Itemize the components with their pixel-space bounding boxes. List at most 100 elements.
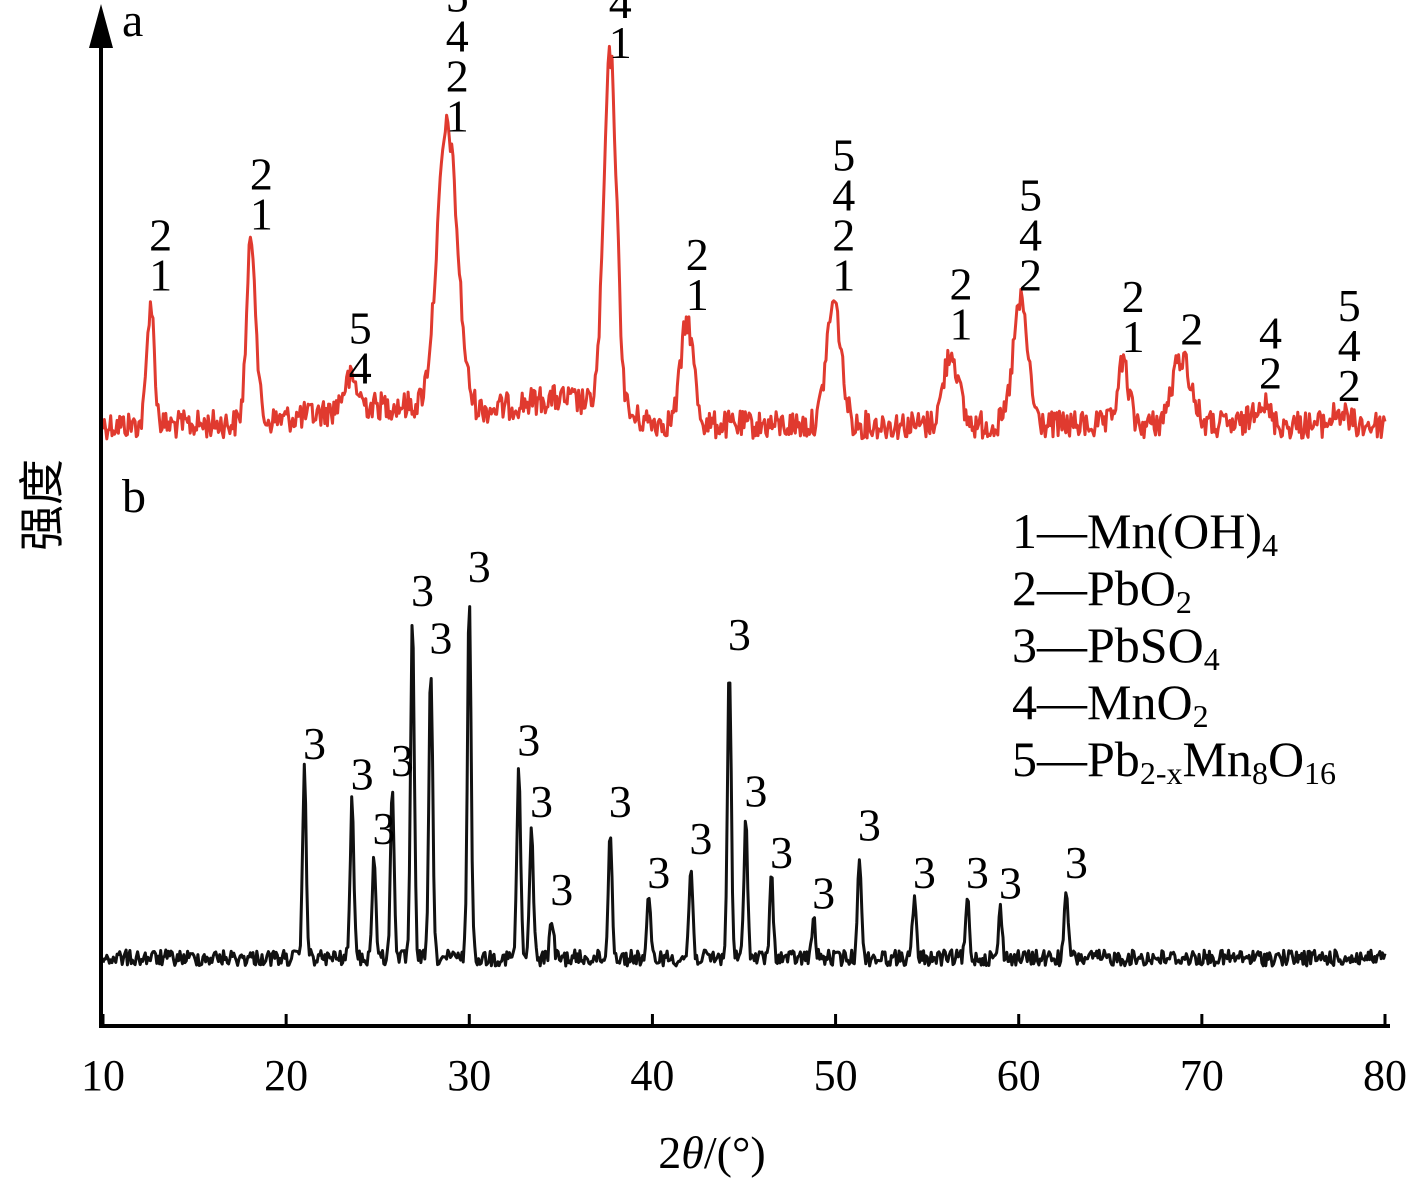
peak-label-a-12-1: 4 xyxy=(1338,320,1361,371)
peak-label-b-11-0: 3 xyxy=(647,847,670,898)
x-tick-label-20: 20 xyxy=(264,1051,308,1100)
peak-label-b-3-0: 3 xyxy=(391,735,414,786)
legend-4-name: MnO xyxy=(1087,674,1193,730)
peak-label-a-10-0: 2 xyxy=(1180,303,1203,354)
peak-label-b-13-0: 3 xyxy=(728,609,751,660)
peak-label-a-3-1: 2 xyxy=(446,50,469,101)
peak-label-b-12-0: 3 xyxy=(689,813,712,864)
series-a-line xyxy=(101,44,1387,441)
peak-label-b-4-0: 3 xyxy=(411,565,434,616)
legend-5-name2: Mn xyxy=(1182,731,1251,787)
legend-3-dash: — xyxy=(1036,617,1088,673)
peak-label-a-1-0: 1 xyxy=(250,188,273,239)
peak-label-a-0-1: 2 xyxy=(149,210,172,261)
legend-1-dash: — xyxy=(1036,503,1088,559)
peak-label-a-11-1: 4 xyxy=(1259,308,1282,359)
legend: 1—Mn(OH)42—PbO23—PbSO44—MnO25—Pb2-xMn8O1… xyxy=(1012,503,1336,791)
peak-label-b-7-0: 3 xyxy=(517,715,540,766)
series-b-line xyxy=(101,605,1387,968)
x-axis-ticks: 10 20 30 40 50 60 70 80 xyxy=(81,1014,1407,1100)
peak-label-b-6-0: 3 xyxy=(468,541,491,592)
peak-label-a-1-1: 2 xyxy=(250,148,273,199)
legend-5-dash: — xyxy=(1036,731,1088,787)
peak-label-a-8-2: 5 xyxy=(1019,170,1042,221)
peak-label-b-17-0: 3 xyxy=(858,800,881,851)
legend-5-name3: O xyxy=(1268,731,1304,787)
peak-label-b-10-0: 3 xyxy=(609,776,632,827)
x-tick-label-80: 80 xyxy=(1363,1051,1407,1100)
peak-label-b-9-0: 3 xyxy=(550,864,573,915)
y-axis-title: 强度 xyxy=(17,459,68,551)
traces xyxy=(101,44,1387,968)
peak-label-a-7-0: 1 xyxy=(949,299,972,350)
x-tick-label-50: 50 xyxy=(814,1051,858,1100)
peak-label-a-8-1: 4 xyxy=(1019,210,1042,261)
peak-label-b-18-0: 3 xyxy=(913,847,936,898)
peak-label-a-5-1: 2 xyxy=(686,229,709,280)
peak-label-a-4-1: 4 xyxy=(609,0,632,28)
legend-5-sub3: 16 xyxy=(1304,755,1336,791)
legend-4-id: 4 xyxy=(1012,674,1037,730)
x-tick-label-30: 30 xyxy=(447,1051,491,1100)
y-axis-arrow xyxy=(89,4,113,48)
peak-label-b-14-0: 3 xyxy=(744,766,767,817)
peak-label-a-11-0: 2 xyxy=(1259,348,1282,399)
peak-label-a-9-0: 1 xyxy=(1122,311,1145,362)
legend-2-dash: — xyxy=(1036,560,1088,616)
x-tick-label-70: 70 xyxy=(1180,1051,1224,1100)
legend-5-sub2: 8 xyxy=(1252,755,1268,791)
legend-item-2: 2—PbO2 xyxy=(1012,560,1192,620)
peak-label-a-8-0: 2 xyxy=(1019,250,1042,301)
legend-1-id: 1 xyxy=(1012,503,1037,559)
legend-4-sub: 2 xyxy=(1193,698,1209,734)
peak-label-b-21-0: 3 xyxy=(1065,837,1088,888)
peak-label-b-5-0: 3 xyxy=(429,613,452,664)
peak-label-a-7-1: 2 xyxy=(949,259,972,310)
legend-2-id: 2 xyxy=(1012,560,1037,616)
peak-label-a-6-0: 1 xyxy=(832,250,855,301)
legend-item-4: 4—MnO2 xyxy=(1012,674,1209,734)
panel-label-a: a xyxy=(122,0,143,47)
peak-label-b-15-0: 3 xyxy=(770,827,793,878)
legend-3-id: 3 xyxy=(1012,617,1037,673)
peak-label-a-12-0: 2 xyxy=(1338,360,1361,411)
peak-label-b-20-0: 3 xyxy=(999,857,1022,908)
peak-label-b-2-0: 3 xyxy=(373,803,396,854)
peak-label-a-2-0: 4 xyxy=(349,343,372,394)
legend-2-name: PbO xyxy=(1087,560,1176,616)
legend-5-id: 5 xyxy=(1012,731,1037,787)
peak-label-b-16-0: 3 xyxy=(812,868,835,919)
peak-label-a-5-0: 1 xyxy=(686,269,709,320)
peak-label-a-0-0: 1 xyxy=(149,250,172,301)
peak-label-b-8-0: 3 xyxy=(530,776,553,827)
peak-label-a-6-2: 4 xyxy=(832,170,855,221)
peak-label-a-6-1: 2 xyxy=(832,210,855,261)
x-axis-title: 2θ/(°) xyxy=(658,1127,765,1178)
x-tick-label-10: 10 xyxy=(81,1051,125,1100)
panel-label-b: b xyxy=(122,470,146,523)
peak-label-a-9-1: 2 xyxy=(1122,271,1145,322)
legend-3-name: PbSO xyxy=(1087,617,1204,673)
legend-1-name: Mn(OH) xyxy=(1087,503,1262,559)
peak-label-a-4-0: 1 xyxy=(609,17,632,68)
legend-2-sub: 2 xyxy=(1176,584,1192,620)
peak-label-a-2-1: 5 xyxy=(349,303,372,354)
peak-label-a-3-2: 4 xyxy=(446,10,469,61)
legend-3-sub: 4 xyxy=(1204,641,1220,677)
peak-label-a-3-3: 5 xyxy=(446,0,469,21)
legend-item-5: 5—Pb2-xMn8O16 xyxy=(1012,731,1336,791)
peak-label-a-12-2: 5 xyxy=(1338,280,1361,331)
x-tick-label-40: 40 xyxy=(630,1051,674,1100)
legend-4-dash: — xyxy=(1036,674,1088,730)
x-tick-label-60: 60 xyxy=(997,1051,1041,1100)
legend-item-1: 1—Mn(OH)4 xyxy=(1012,503,1278,563)
legend-item-3: 3—PbSO4 xyxy=(1012,617,1220,677)
legend-5-sub: 2-x xyxy=(1140,755,1183,791)
peak-label-a-6-3: 5 xyxy=(832,130,855,181)
peak-label-a-3-0: 1 xyxy=(446,90,469,141)
peak-label-b-1-0: 3 xyxy=(351,749,374,800)
legend-5-name: Pb xyxy=(1087,731,1140,787)
peak-label-b-0-0: 3 xyxy=(303,718,326,769)
peak-labels: 1212451245141212451224512224245333333333… xyxy=(149,0,1361,919)
